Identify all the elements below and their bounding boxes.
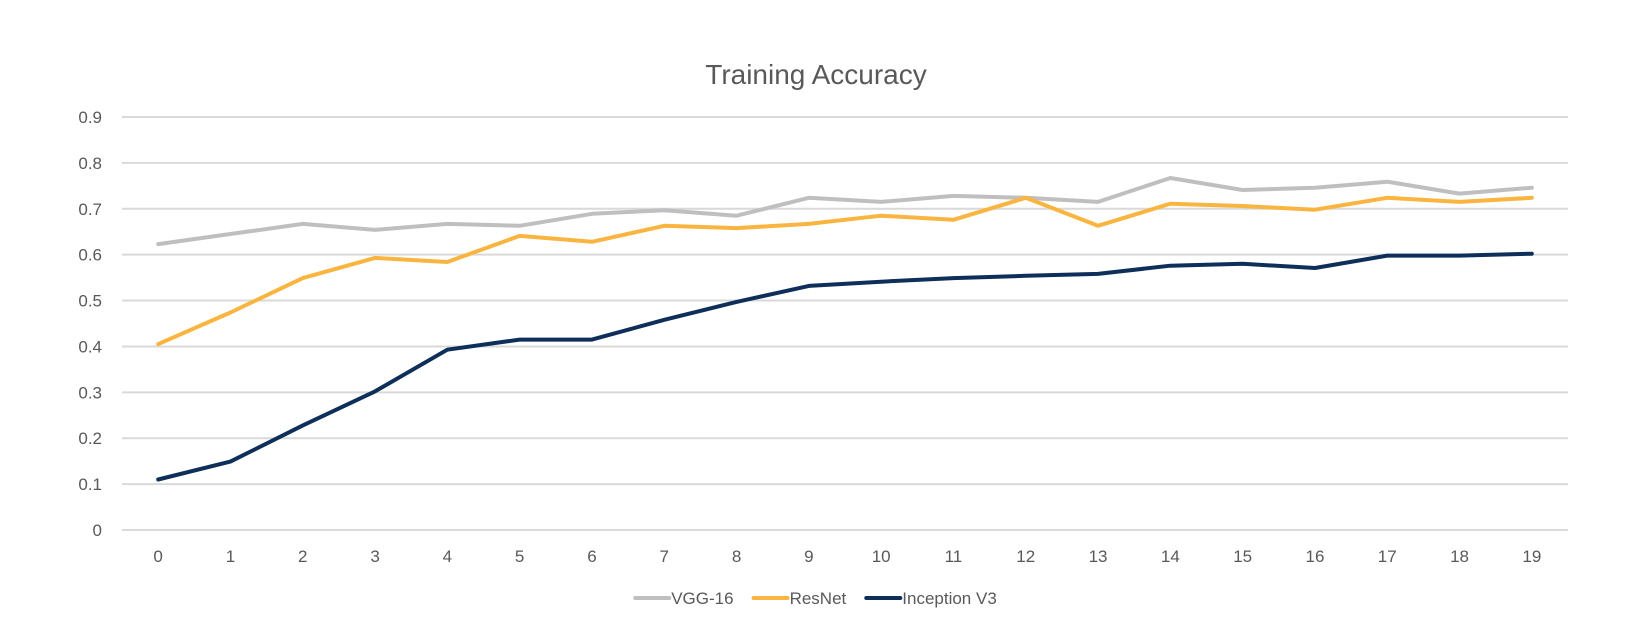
y-tick-label: 0 — [93, 521, 102, 540]
x-tick-label: 17 — [1378, 547, 1397, 566]
x-tick-label: 19 — [1522, 547, 1541, 566]
legend-label: VGG-16 — [671, 589, 733, 608]
y-tick-label: 0.2 — [78, 429, 102, 448]
y-tick-label: 0.3 — [78, 383, 102, 402]
x-tick-label: 15 — [1233, 547, 1252, 566]
y-tick-label: 0.5 — [78, 292, 102, 311]
x-tick-label: 0 — [153, 547, 162, 566]
x-tick-label: 8 — [732, 547, 741, 566]
y-tick-label: 0.7 — [78, 200, 102, 219]
x-axis-ticks: 0 1 2 3 4 5 6 7 8 9 10 11 12 13 14 15 16 17 18 19 — [153, 547, 1541, 566]
series-lines — [156, 176, 1534, 482]
x-tick-label: 7 — [660, 547, 669, 566]
series-line-vgg-16 — [156, 176, 1534, 247]
y-tick-label: 0.9 — [78, 108, 102, 127]
legend: VGG-16 ResNet Inception V3 — [633, 589, 997, 608]
x-tick-label: 6 — [587, 547, 596, 566]
gridlines — [122, 116, 1568, 531]
y-axis-ticks: 0 0.1 0.2 0.3 0.4 0.5 0.6 0.7 0.8 0.9 — [78, 108, 102, 540]
chart-title: Training Accuracy — [705, 59, 927, 90]
y-tick-label: 0.6 — [78, 246, 102, 265]
x-tick-label: 10 — [872, 547, 891, 566]
x-tick-label: 16 — [1305, 547, 1324, 566]
x-tick-label: 2 — [298, 547, 307, 566]
x-tick-label: 3 — [370, 547, 379, 566]
y-tick-label: 0.4 — [78, 337, 102, 356]
x-tick-label: 5 — [515, 547, 524, 566]
x-tick-label: 1 — [226, 547, 235, 566]
x-tick-label: 11 — [945, 547, 963, 566]
legend-label: ResNet — [790, 589, 847, 608]
x-tick-label: 18 — [1450, 547, 1469, 566]
y-tick-label: 0.1 — [78, 475, 102, 494]
x-tick-label: 9 — [804, 547, 813, 566]
legend-label: Inception V3 — [902, 589, 997, 608]
x-tick-label: 4 — [443, 547, 452, 566]
x-tick-label: 13 — [1089, 547, 1108, 566]
series-line-resnet — [156, 195, 1534, 347]
series-line-inception-v3 — [156, 251, 1534, 482]
x-tick-label: 14 — [1161, 547, 1180, 566]
x-tick-label: 12 — [1016, 547, 1035, 566]
y-tick-label: 0.8 — [78, 154, 102, 173]
